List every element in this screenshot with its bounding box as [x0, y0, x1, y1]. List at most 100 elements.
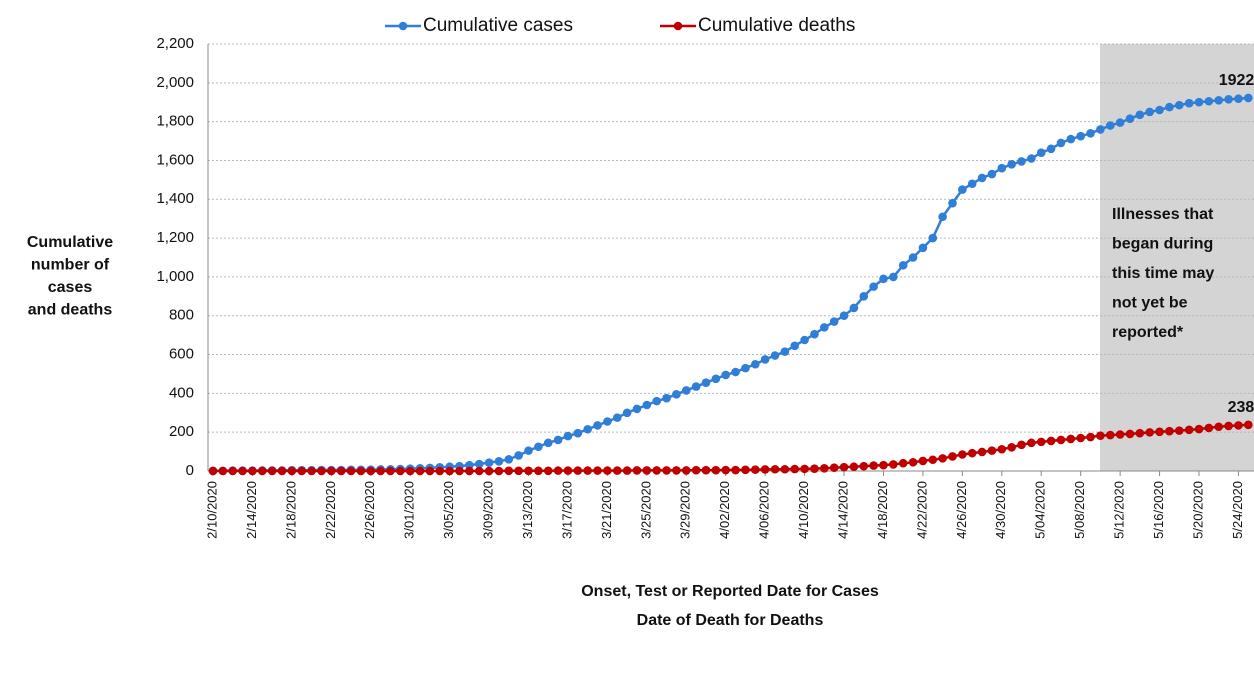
annotation: not yet be	[1112, 295, 1188, 312]
data-point	[859, 292, 869, 301]
data-point	[869, 461, 878, 470]
data-point	[731, 465, 740, 475]
shaded-region	[1100, 44, 1254, 471]
y-axis-label: number of	[31, 257, 110, 274]
data-point	[543, 438, 553, 448]
data-point	[593, 421, 602, 430]
y-axis-label: Cumulative	[27, 234, 113, 251]
data-point	[967, 448, 977, 458]
y-tick-label: 600	[169, 346, 194, 363]
data-point	[1184, 425, 1194, 435]
x-axis-label: Date of Death for Deaths	[637, 612, 824, 629]
data-point	[1115, 430, 1125, 439]
data-point	[356, 466, 366, 476]
data-point	[741, 465, 750, 475]
data-point	[918, 456, 928, 466]
data-point	[879, 460, 888, 470]
data-point	[553, 466, 563, 475]
data-point	[810, 464, 819, 473]
data-point	[336, 466, 346, 476]
data-point	[691, 382, 701, 391]
x-tick-label: 5/16/2020	[1151, 481, 1166, 539]
data-point	[248, 466, 257, 476]
data-point	[376, 466, 385, 476]
x-tick-label: 3/21/2020	[599, 481, 614, 539]
x-tick-label: 5/04/2020	[1033, 481, 1048, 539]
data-point	[632, 466, 642, 475]
data-point	[1165, 426, 1174, 436]
data-point	[583, 424, 592, 434]
x-tick-label: 3/25/2020	[638, 481, 653, 539]
data-point	[780, 464, 790, 474]
y-tick-label: 0	[186, 462, 194, 479]
data-point	[622, 466, 632, 475]
data-point	[258, 466, 267, 476]
data-point	[829, 317, 839, 326]
data-point	[711, 465, 721, 475]
data-point	[977, 173, 987, 183]
data-point	[1234, 94, 1243, 104]
data-point	[1145, 428, 1154, 437]
data-point	[632, 404, 642, 414]
data-point	[800, 335, 809, 345]
legend-marker	[673, 21, 683, 31]
data-point	[898, 260, 908, 270]
x-tick-label: 3/13/2020	[520, 481, 535, 539]
data-point	[346, 466, 356, 476]
data-point	[208, 466, 218, 476]
y-axis-label: cases	[48, 279, 93, 296]
data-point	[967, 179, 977, 189]
data-point	[652, 466, 661, 475]
data-point	[721, 465, 731, 475]
data-point	[573, 428, 583, 438]
data-point	[1046, 436, 1056, 446]
series-line	[213, 96, 1249, 473]
data-point	[1145, 107, 1154, 117]
data-point	[622, 408, 632, 418]
data-point	[612, 413, 622, 422]
series-line	[213, 423, 1249, 473]
data-point	[1036, 148, 1046, 157]
data-point	[987, 446, 997, 455]
data-point	[583, 466, 592, 475]
data-point	[1027, 154, 1036, 163]
data-point	[1056, 138, 1066, 148]
data-point	[425, 466, 435, 476]
annotation: began during	[1112, 236, 1213, 253]
y-tick-label: 1,600	[156, 151, 194, 168]
data-point	[504, 466, 514, 476]
data-point	[366, 466, 376, 476]
data-point	[731, 367, 740, 377]
data-point	[1234, 421, 1243, 430]
data-point	[741, 363, 750, 373]
data-point	[1244, 420, 1253, 430]
data-point	[869, 282, 878, 291]
data-point	[681, 466, 691, 475]
data-point	[435, 466, 445, 476]
x-tick-label: 3/17/2020	[559, 481, 574, 539]
data-point	[277, 466, 287, 476]
data-label: 1922	[1219, 72, 1254, 89]
data-point	[543, 466, 553, 476]
data-point	[1036, 437, 1046, 447]
data-point	[958, 450, 967, 459]
data-point	[820, 323, 829, 332]
x-tick-label: 2/26/2020	[362, 481, 377, 539]
data-point	[534, 466, 543, 476]
data-point	[1105, 121, 1115, 130]
data-point	[415, 466, 425, 476]
data-point	[859, 461, 869, 471]
data-point	[770, 464, 780, 474]
legend-label: Cumulative deaths	[698, 15, 855, 36]
x-tick-label: 4/22/2020	[914, 481, 929, 539]
data-point	[642, 400, 652, 410]
x-tick-label: 4/26/2020	[954, 481, 969, 539]
data-point	[455, 466, 464, 476]
data-point	[1204, 423, 1214, 433]
data-point	[889, 272, 898, 282]
data-point	[849, 303, 859, 313]
x-tick-label: 5/12/2020	[1112, 481, 1127, 539]
data-point	[810, 329, 819, 339]
x-tick-label: 3/01/2020	[402, 481, 417, 539]
x-tick-label: 4/10/2020	[796, 481, 811, 539]
